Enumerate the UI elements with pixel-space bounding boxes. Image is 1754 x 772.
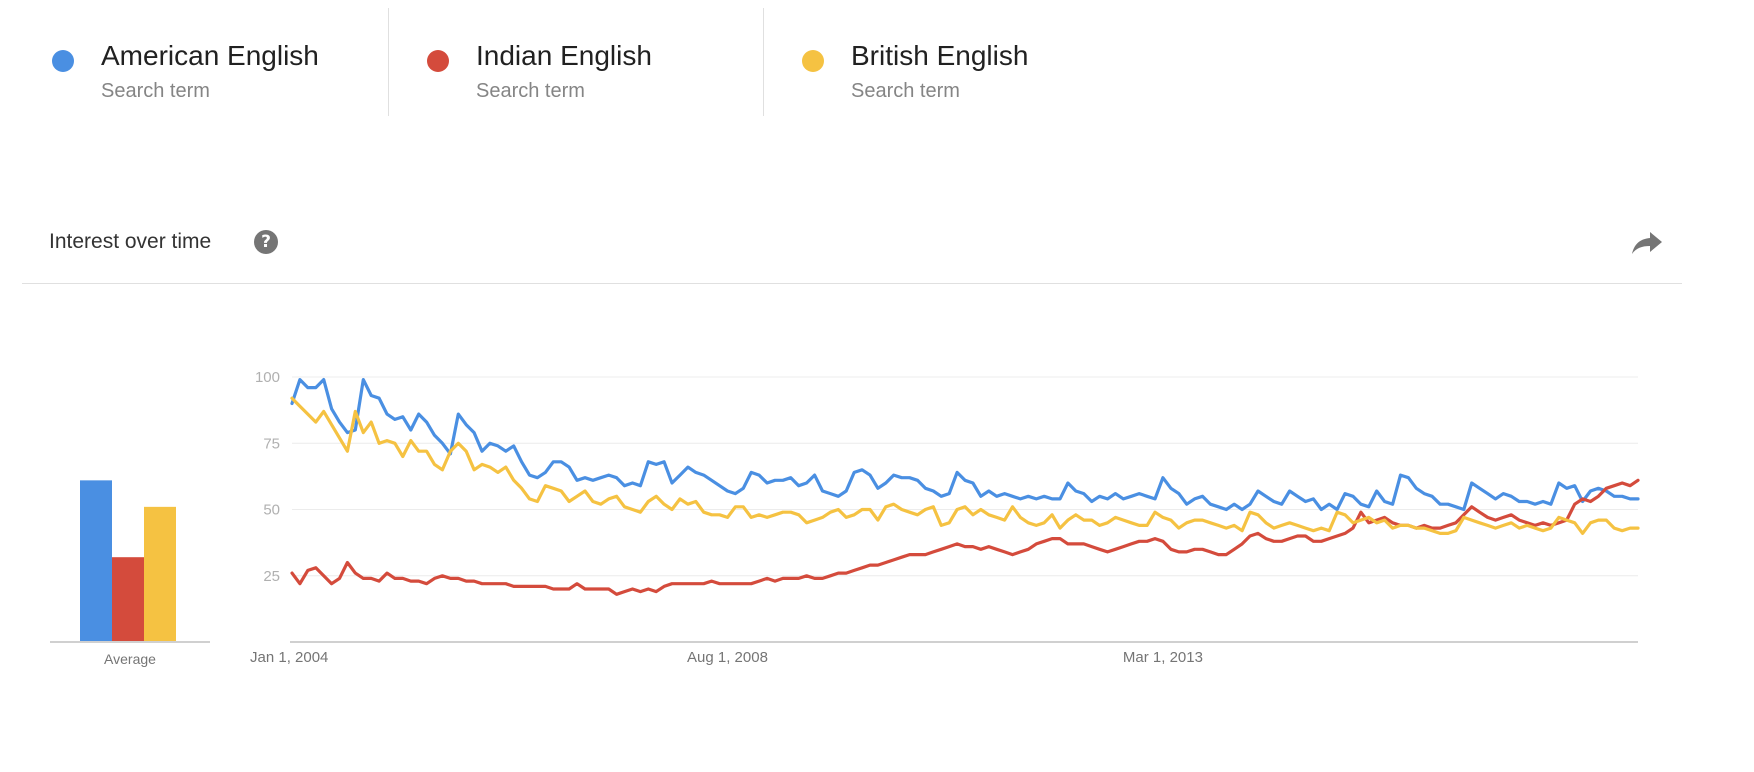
- series-line: [290, 396, 1640, 535]
- search-term-subtitle: Search term: [101, 80, 210, 102]
- series-line: [290, 478, 1640, 596]
- search-term-subtitle: Search term: [476, 80, 585, 102]
- average-label: Average: [104, 651, 156, 667]
- term-divider: [763, 8, 764, 116]
- y-tick-label: 75: [263, 435, 280, 452]
- search-term-name[interactable]: British English: [851, 40, 1029, 71]
- search-term-card[interactable]: American English Search term: [0, 8, 420, 116]
- search-term-card[interactable]: British English Search term: [750, 8, 1170, 116]
- x-tick-label: Mar 1, 2013: [1123, 649, 1203, 666]
- x-tick-label: Jan 1, 2004: [250, 649, 328, 666]
- search-terms-bar: American English Search term Indian Engl…: [0, 0, 1754, 120]
- series-color-dot-icon: [802, 50, 824, 72]
- average-bar: [80, 480, 112, 642]
- series-color-dot-icon: [427, 50, 449, 72]
- y-tick-label: 100: [255, 369, 280, 386]
- search-term-card[interactable]: Indian English Search term: [375, 8, 795, 116]
- interest-over-time-chart: 25 50 75 100 Jan 1, 2004 Aug 1, 2008 Mar 1, 20…: [50, 369, 1640, 667]
- average-bar: [144, 506, 176, 642]
- share-icon[interactable]: [1630, 228, 1664, 258]
- y-tick-label: 25: [263, 568, 280, 585]
- x-tick-label: Aug 1, 2008: [687, 649, 768, 666]
- y-tick-label: 50: [263, 502, 280, 519]
- search-term-name[interactable]: Indian English: [476, 40, 652, 71]
- average-bar: [112, 557, 144, 642]
- series-line: [290, 377, 1640, 512]
- series-color-dot-icon: [52, 50, 74, 72]
- section-title: Interest over time: [49, 230, 212, 253]
- help-icon[interactable]: ?: [254, 230, 278, 254]
- search-term-subtitle: Search term: [851, 80, 960, 102]
- header-divider: [22, 283, 1682, 284]
- term-divider: [388, 8, 389, 116]
- search-term-name[interactable]: American English: [101, 40, 319, 71]
